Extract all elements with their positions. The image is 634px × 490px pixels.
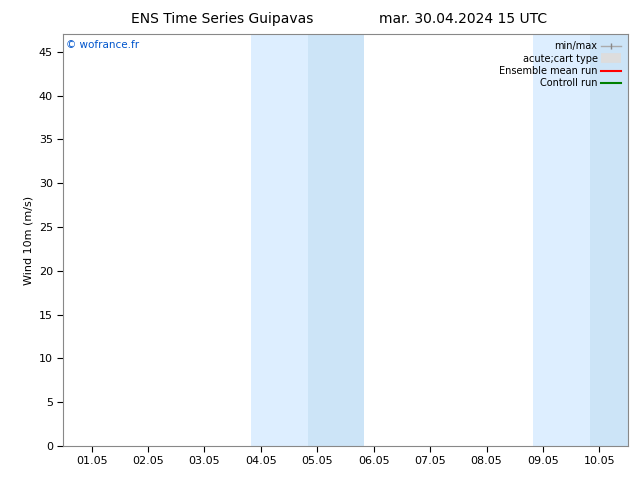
Text: ENS Time Series Guipavas: ENS Time Series Guipavas: [131, 12, 313, 26]
Bar: [590, 34, 628, 446]
Legend: min/max, acute;cart type, Ensemble mean run, Controll run: min/max, acute;cart type, Ensemble mean …: [497, 39, 623, 90]
Y-axis label: Wind 10m (m/s): Wind 10m (m/s): [23, 196, 34, 285]
Bar: [251, 34, 307, 446]
Bar: [533, 34, 590, 446]
Text: mar. 30.04.2024 15 UTC: mar. 30.04.2024 15 UTC: [378, 12, 547, 26]
Text: © wofrance.fr: © wofrance.fr: [66, 41, 139, 50]
Bar: [307, 34, 364, 446]
